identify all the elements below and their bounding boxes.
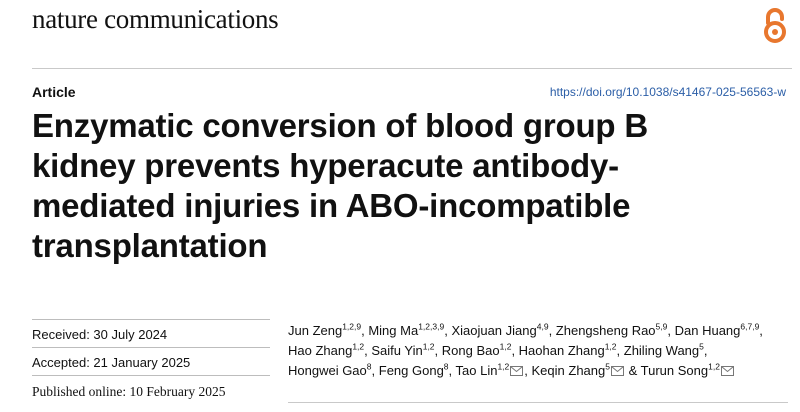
affiliation-superscript: 1,2 <box>604 341 617 352</box>
author-name[interactable]: Zhengsheng Rao5,9 <box>555 321 668 338</box>
author-name[interactable]: Dan Huang6,7,9 <box>674 321 760 338</box>
email-icon[interactable] <box>610 362 624 382</box>
author-name-text: Ming Ma <box>368 323 419 338</box>
title-line: transplantation <box>32 227 268 264</box>
author-name[interactable]: Feng Gong8 <box>378 361 449 378</box>
title-line: mediated injuries in ABO-incompatible <box>32 187 631 224</box>
author-name-text: Saifu Yin <box>371 343 423 358</box>
title-line: Enzymatic conversion of blood group B <box>32 107 648 144</box>
divider <box>32 347 270 348</box>
doi-link[interactable]: https://doi.org/10.1038/s41467-025-56563… <box>549 85 786 99</box>
author-name-text: Haohan Zhang <box>518 343 605 358</box>
title-line: kidney prevents hyperacute antibody- <box>32 147 619 184</box>
author-name-text: Tao Lin <box>455 363 498 378</box>
affiliation-superscript: 1,2 <box>497 361 510 372</box>
affiliation-superscript: 8 <box>366 361 372 372</box>
author-name[interactable]: Xiaojuan Jiang4,9 <box>451 321 549 338</box>
affiliation-superscript: 1,2 <box>499 341 512 352</box>
divider <box>32 319 270 320</box>
author-name[interactable]: Hongwei Gao8 <box>288 361 372 378</box>
author-name-text: Zhengsheng Rao <box>555 323 656 338</box>
author-name-text: Jun Zeng <box>288 323 343 338</box>
author-name[interactable]: Haohan Zhang1,2 <box>518 341 617 358</box>
header-divider <box>32 68 792 69</box>
open-access-lock-icon[interactable] <box>760 6 790 44</box>
author-name-text: Keqin Zhang <box>531 363 606 378</box>
affiliation-superscript: 5 <box>699 341 704 352</box>
author-name[interactable]: Tao Lin1,2 <box>455 361 525 378</box>
affiliation-superscript: 1,2 <box>352 341 365 352</box>
affiliation-superscript: 1,2,3,9 <box>418 321 445 332</box>
email-icon[interactable] <box>510 362 524 382</box>
author-name-text: Turun Song <box>640 363 709 378</box>
author-name-text: Hongwei Gao <box>288 363 367 378</box>
author-name-text: Hao Zhang <box>288 343 353 358</box>
affiliation-superscript: 4,9 <box>536 321 549 332</box>
author-name[interactable]: Keqin Zhang5 <box>531 361 625 378</box>
author-name[interactable]: Turun Song1,2 <box>640 361 735 378</box>
author-name-text: Dan Huang <box>674 323 741 338</box>
author-name[interactable]: Hao Zhang1,2 <box>288 341 365 358</box>
author-name[interactable]: Zhiling Wang5 <box>623 341 704 358</box>
author-name-text: Feng Gong <box>378 363 444 378</box>
author-name-text: Rong Bao <box>441 343 500 358</box>
affiliation-superscript: 1,2 <box>708 361 720 372</box>
author-name[interactable]: Saifu Yin1,2 <box>371 341 435 358</box>
author-name[interactable]: Rong Bao1,2 <box>441 341 512 358</box>
affiliation-superscript: 6,7,9 <box>740 321 760 332</box>
author-list: Jun Zeng1,2,9, Ming Ma1,2,3,9, Xiaojuan … <box>288 321 788 382</box>
affiliation-superscript: 1,2 <box>422 341 435 352</box>
accepted-date: Accepted: 21 January 2025 <box>32 355 191 370</box>
article-title: Enzymatic conversion of blood group B ki… <box>32 106 772 266</box>
affiliation-superscript: 8 <box>443 361 449 372</box>
article-type: Article <box>32 84 76 100</box>
author-name-text: Xiaojuan Jiang <box>451 323 537 338</box>
author-name[interactable]: Jun Zeng1,2,9 <box>288 321 362 338</box>
author-name[interactable]: Ming Ma1,2,3,9 <box>368 321 445 338</box>
affiliation-superscript: 1,2,9 <box>342 321 362 332</box>
divider <box>288 402 788 403</box>
author-name-text: Zhiling Wang <box>623 343 700 358</box>
published-date: Published online: 10 February 2025 <box>32 384 226 399</box>
divider <box>32 375 270 376</box>
affiliation-superscript: 5 <box>605 361 610 372</box>
received-date: Received: 30 July 2024 <box>32 327 168 342</box>
affiliation-superscript: 5,9 <box>655 321 668 332</box>
email-icon[interactable] <box>720 362 734 382</box>
journal-name[interactable]: nature communications <box>32 4 279 34</box>
